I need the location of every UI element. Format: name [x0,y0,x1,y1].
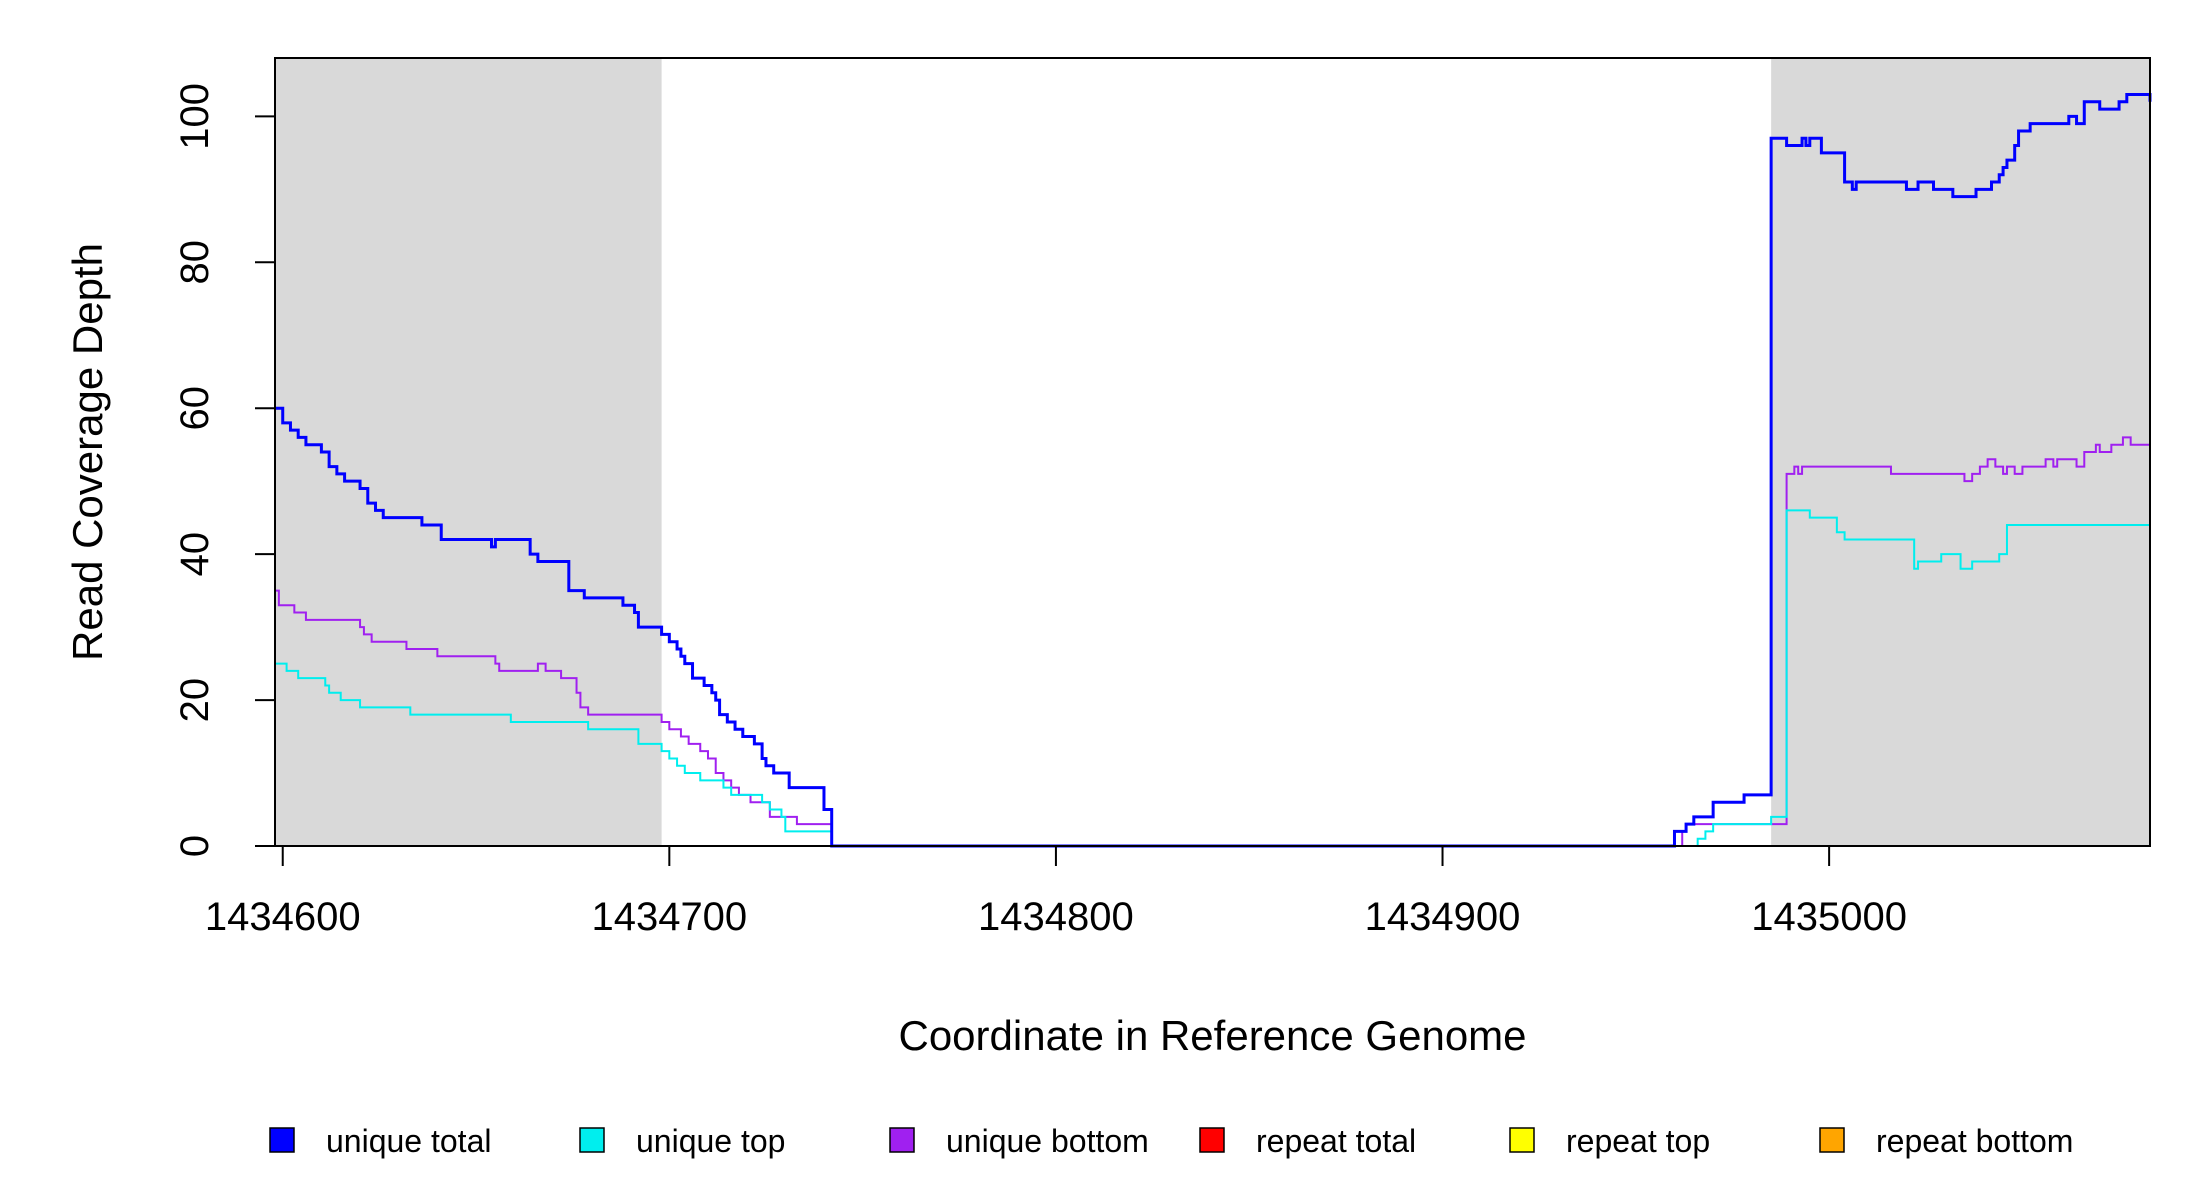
y-tick-label: 20 [173,678,217,723]
legend: unique total unique top unique bottom repea… [269,1123,2073,1159]
y-axis: 0 20 40 60 80 100 [173,83,276,857]
x-tick-label: 1434900 [1365,895,1521,939]
legend-label-unique-top: unique top [636,1123,785,1159]
legend-swatch-repeat-total [1199,1127,1225,1153]
y-tick-label: 60 [173,386,217,431]
y-tick-label: 100 [173,83,217,150]
shaded-regions [275,58,2150,846]
legend-label-unique-total: unique total [326,1123,491,1159]
shaded-region-1 [275,58,662,846]
x-tick-label: 1434600 [205,895,361,939]
series-line-unique-top [275,503,2151,847]
legend-swatch-repeat-top [1509,1127,1535,1153]
series-line-unique-total [275,92,2152,848]
y-axis-title: Read Coverage Depth [64,243,111,661]
y-tick-label: 0 [173,835,217,857]
y-tick-label: 80 [173,240,217,285]
legend-swatch-unique-bottom [889,1127,915,1153]
legend-swatch-unique-top [579,1127,605,1153]
legend-swatch-unique-total [269,1127,295,1153]
legend-swatch-repeat-bottom [1819,1127,1845,1153]
x-tick-label: 1434700 [591,895,747,939]
series-line-unique-bottom [275,436,2151,847]
x-tick-label: 1435000 [1751,895,1907,939]
legend-label-unique-bottom: unique bottom [946,1123,1149,1159]
y-tick-label: 40 [173,532,217,577]
x-tick-label: 1434800 [978,895,1134,939]
legend-label-repeat-bottom: repeat bottom [1876,1123,2073,1159]
legend-label-repeat-top: repeat top [1566,1123,1710,1159]
x-axis-title: Coordinate in Reference Genome [898,1012,1526,1059]
x-axis: 1434600 1434700 1434800 1434900 1435000 [205,845,1907,939]
legend-label-repeat-total: repeat total [1256,1123,1416,1159]
